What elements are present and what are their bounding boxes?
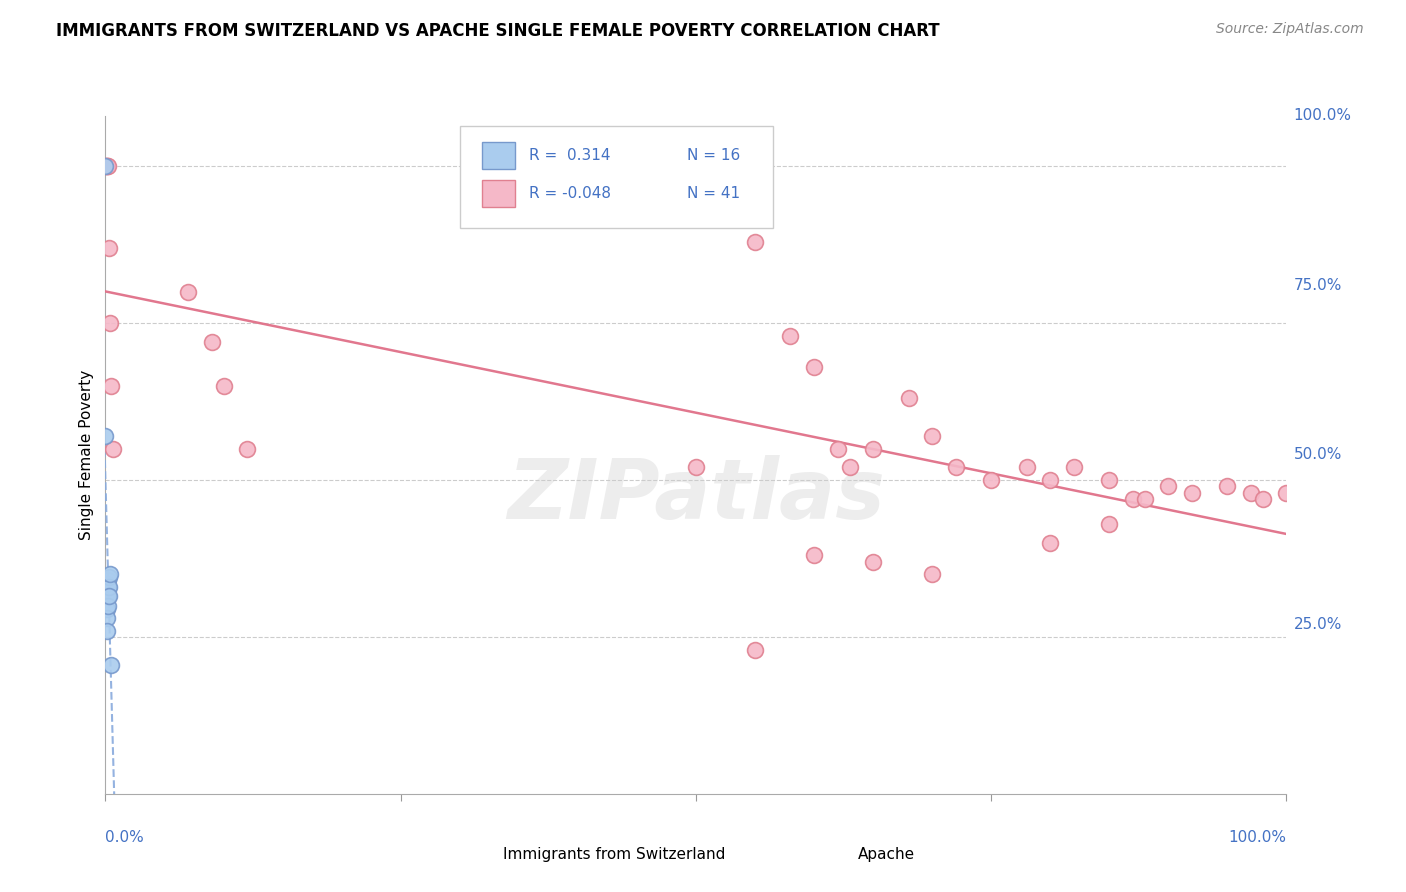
Point [97, 580, 120, 594]
Point [98, 589, 121, 603]
Point [96, 601, 118, 615]
Point [94, 429, 117, 443]
Point [779, 328, 801, 343]
Point [897, 392, 920, 406]
Point [1133, 491, 1156, 506]
Point [98, 570, 121, 584]
Text: Source: ZipAtlas.com: Source: ZipAtlas.com [1216, 22, 1364, 37]
Point [94, 159, 117, 173]
Point [96, 624, 118, 638]
Point [1251, 491, 1274, 506]
Point [98, 241, 121, 255]
Text: 50.0%: 50.0% [1294, 448, 1341, 462]
Text: Immigrants from Switzerland: Immigrants from Switzerland [503, 847, 725, 863]
Point [97, 589, 120, 603]
Point [862, 555, 884, 569]
Text: R = -0.048: R = -0.048 [530, 186, 612, 202]
FancyBboxPatch shape [814, 840, 844, 869]
Point [921, 567, 943, 582]
Point [177, 285, 200, 299]
Point [744, 235, 766, 249]
Point [980, 473, 1002, 487]
Point [97, 599, 120, 613]
Point [1240, 485, 1263, 500]
Point [236, 442, 259, 456]
Point [97, 159, 120, 173]
Point [100, 379, 122, 393]
Point [803, 549, 825, 563]
Text: 75.0%: 75.0% [1294, 278, 1341, 293]
Point [803, 359, 825, 374]
Text: 100.0%: 100.0% [1294, 109, 1351, 123]
Text: N = 16: N = 16 [686, 148, 740, 162]
Point [100, 658, 122, 673]
Text: R =  0.314: R = 0.314 [530, 148, 612, 162]
FancyBboxPatch shape [482, 180, 515, 208]
Text: N = 41: N = 41 [686, 186, 740, 202]
Point [921, 429, 943, 443]
Point [685, 460, 707, 475]
Point [212, 379, 235, 393]
Point [1181, 485, 1204, 500]
Point [96, 576, 118, 591]
Point [98, 580, 121, 594]
Text: IMMIGRANTS FROM SWITZERLAND VS APACHE SINGLE FEMALE POVERTY CORRELATION CHART: IMMIGRANTS FROM SWITZERLAND VS APACHE SI… [56, 22, 939, 40]
Y-axis label: Single Female Poverty: Single Female Poverty [79, 370, 94, 540]
Point [1098, 473, 1121, 487]
Point [201, 334, 224, 349]
Point [945, 460, 967, 475]
Text: 100.0%: 100.0% [1229, 830, 1286, 845]
Point [827, 442, 849, 456]
Point [1098, 516, 1121, 531]
Point [1275, 485, 1298, 500]
Point [1122, 491, 1144, 506]
FancyBboxPatch shape [460, 840, 489, 869]
Text: 0.0%: 0.0% [105, 830, 145, 845]
Point [838, 460, 860, 475]
FancyBboxPatch shape [460, 126, 773, 227]
Point [1039, 473, 1062, 487]
Point [862, 442, 884, 456]
Point [1157, 479, 1180, 493]
Point [1063, 460, 1085, 475]
Point [97, 574, 120, 588]
FancyBboxPatch shape [482, 142, 515, 169]
Point [1216, 479, 1239, 493]
Point [94, 159, 117, 173]
Point [96, 586, 118, 600]
Text: 25.0%: 25.0% [1294, 617, 1341, 632]
Text: ZIPatlas: ZIPatlas [508, 455, 884, 536]
Point [1015, 460, 1038, 475]
Point [96, 159, 118, 173]
Point [744, 642, 766, 657]
Point [98, 316, 121, 330]
Point [98, 567, 121, 582]
Point [101, 442, 124, 456]
Point [96, 159, 118, 173]
Point [1039, 536, 1062, 550]
Text: Apache: Apache [858, 847, 915, 863]
Point [96, 611, 118, 625]
